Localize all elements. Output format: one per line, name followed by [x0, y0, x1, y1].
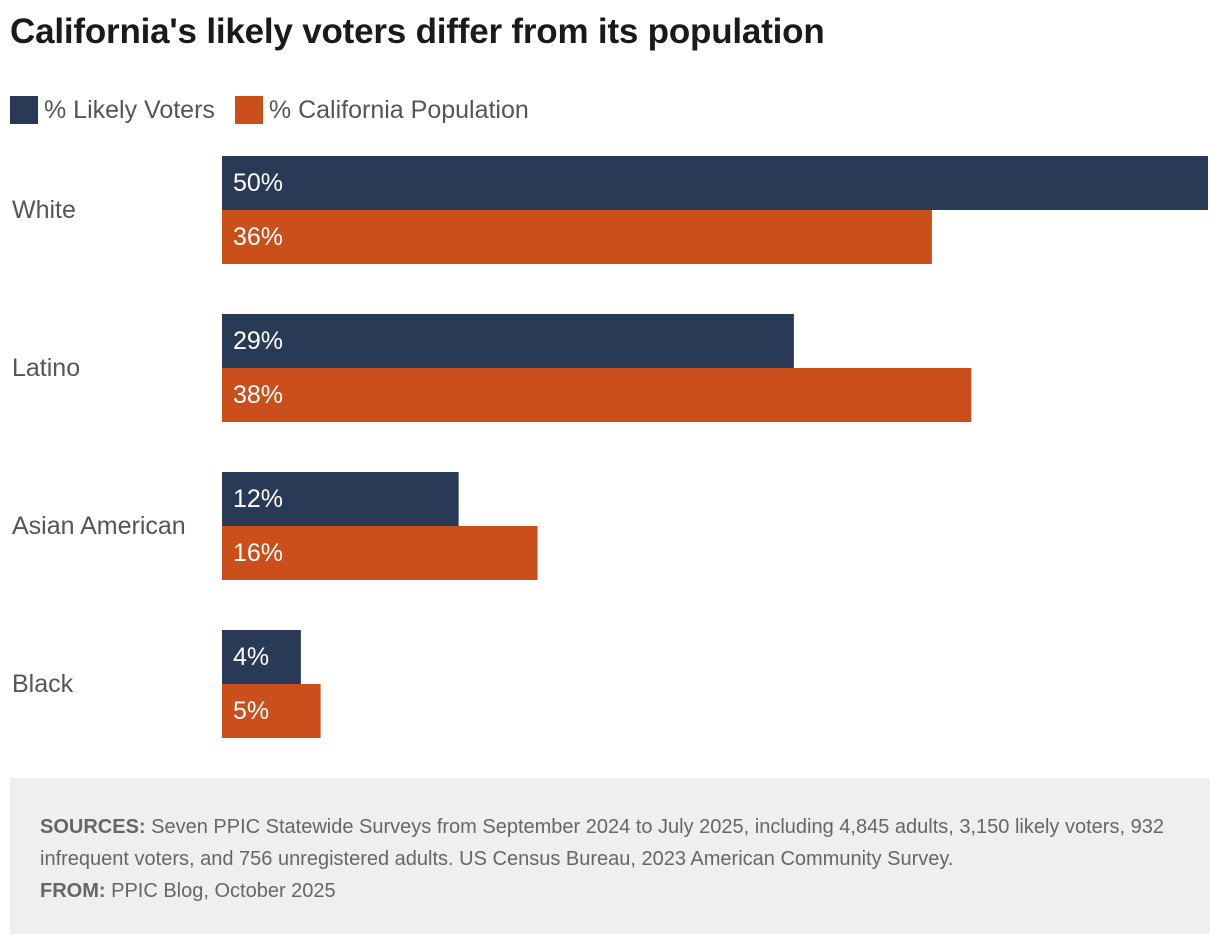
- data-label-black-california-population: 5%: [233, 697, 269, 725]
- data-label-asian-american-likely-voters: 12%: [233, 485, 283, 513]
- bar-latino-california-population: [222, 368, 972, 422]
- bar-asian-american-california-population: [222, 526, 538, 580]
- bar-asian-american-likely-voters: [222, 472, 459, 526]
- category-label-black: Black: [12, 670, 74, 698]
- legend-label-likely-voters: % Likely Voters: [44, 95, 215, 124]
- bar-white-california-population: [222, 210, 932, 264]
- legend-swatch-likely-voters: [10, 96, 38, 124]
- legend: % Likely Voters % California Population: [10, 94, 549, 126]
- sources-note: SOURCES: Seven PPIC Statewide Surveys fr…: [40, 811, 1180, 875]
- legend-label-california-population: % California Population: [268, 95, 529, 124]
- from-label: FROM:: [40, 880, 106, 902]
- data-label-white-likely-voters: 50%: [233, 169, 283, 197]
- data-label-white-california-population: 36%: [233, 223, 283, 251]
- legend-swatch-california-population: [234, 96, 263, 124]
- bar-white-likely-voters: [222, 156, 1208, 210]
- data-label-latino-california-population: 38%: [233, 381, 283, 409]
- chart-title: California's likely voters differ from i…: [10, 12, 825, 51]
- bar-chart: White 50% 36% Latino 29% 38% Asian American 12%…: [12, 156, 1208, 738]
- category-label-asian-american: Asian American: [12, 512, 186, 540]
- legend-item-likely-voters: % Likely Voters: [10, 96, 215, 125]
- sources-label: SOURCES:: [40, 816, 146, 838]
- bar-black-california-population: [222, 684, 321, 738]
- from-note: FROM: PPIC Blog, October 2025: [40, 875, 1180, 907]
- data-label-asian-american-california-population: 16%: [233, 539, 283, 567]
- bar-black-likely-voters: [222, 630, 301, 684]
- from-text: PPIC Blog, October 2025: [105, 880, 336, 902]
- sources-text: Seven PPIC Statewide Surveys from Septem…: [40, 816, 1164, 870]
- category-label-white: White: [12, 196, 76, 224]
- legend-item-california-population: % California Population: [234, 95, 529, 125]
- data-label-black-likely-voters: 4%: [233, 643, 269, 671]
- sources-panel: SOURCES: Seven PPIC Statewide Surveys fr…: [10, 778, 1210, 934]
- category-label-latino: Latino: [12, 354, 80, 382]
- data-label-latino-likely-voters: 29%: [233, 327, 283, 355]
- bar-latino-likely-voters: [222, 314, 794, 368]
